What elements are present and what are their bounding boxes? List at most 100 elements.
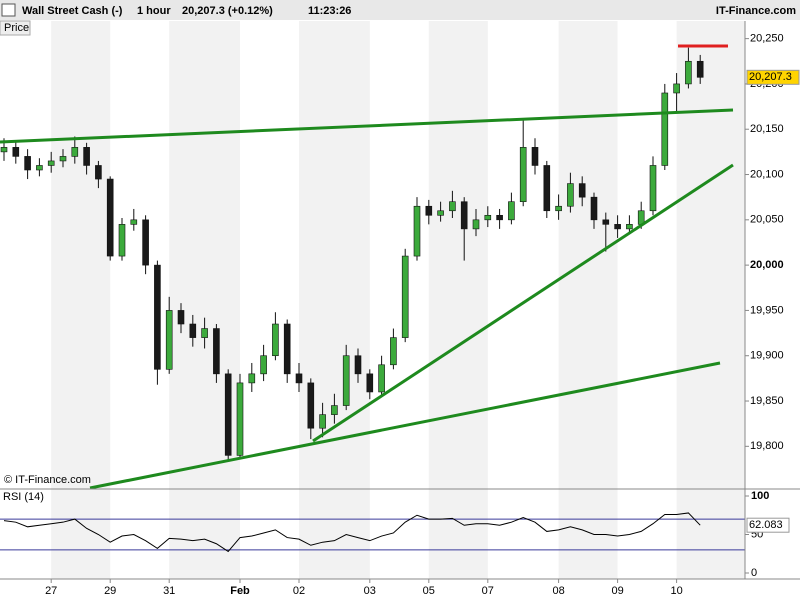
candle-body: [696, 60, 704, 78]
candle-body: [460, 201, 468, 230]
candle-body: [354, 355, 362, 375]
candle-body: [177, 310, 185, 325]
candle-body: [590, 196, 598, 221]
candle-body: [118, 224, 126, 257]
y-tick-label: 20,100: [750, 168, 784, 180]
last-price-tag: [746, 69, 800, 85]
y-tick-label: 19,950: [750, 304, 784, 316]
candle-body: [283, 323, 291, 375]
candle-body: [95, 165, 102, 180]
candle-body: [472, 219, 480, 230]
candle-body: [555, 205, 562, 212]
candle-body: [626, 224, 633, 230]
day-band: [51, 21, 111, 579]
x-tick-label: 08: [552, 585, 564, 597]
day-band: [676, 21, 745, 579]
day-band: [299, 21, 370, 579]
y-tick-label: 19,850: [750, 395, 784, 407]
y-tick-label: 19,900: [750, 350, 784, 362]
y-tick-label: 19,800: [750, 440, 784, 452]
candle-body: [224, 373, 232, 456]
candle-body: [649, 165, 657, 212]
candle-body: [614, 224, 621, 230]
y-tick-label: 20,000: [750, 259, 784, 271]
candle-body: [236, 382, 244, 456]
candle-body: [201, 328, 208, 338]
x-tick-label: 29: [104, 585, 116, 597]
candle-body: [413, 205, 421, 257]
rsi-tag: [746, 517, 790, 533]
x-tick-label: 07: [482, 585, 494, 597]
x-tick-label: 09: [611, 585, 623, 597]
instrument: Wall Street Cash (-): [22, 5, 123, 17]
copyright: © IT-Finance.com: [4, 474, 91, 486]
candle-body: [165, 310, 173, 370]
candle-body: [248, 373, 256, 384]
price-tab: [0, 20, 31, 36]
rsi-line: [3, 512, 701, 553]
candle-body: [661, 92, 669, 166]
y-tick-label: 20,150: [750, 123, 784, 135]
interval: 1 hour: [137, 5, 171, 17]
candle-body: [59, 156, 67, 162]
candle-body: [71, 147, 79, 157]
candle-body: [401, 255, 409, 338]
y-tick-label: 20,250: [750, 33, 784, 45]
candle-body: [36, 165, 43, 171]
x-tick-label: 03: [364, 585, 376, 597]
y-tick-label: 100: [751, 490, 769, 502]
candle-body: [449, 201, 456, 212]
header-icon: [1, 3, 16, 17]
candle-body: [531, 147, 539, 166]
x-tick-label: 31: [163, 585, 175, 597]
candle-body: [83, 147, 90, 166]
rsi-last-label: 62.083: [749, 519, 783, 531]
day-band: [558, 21, 618, 579]
y-tick-label: 20,050: [750, 214, 784, 226]
candle-body: [390, 337, 397, 366]
candle-body: [331, 405, 338, 415]
time: 11:23:26: [308, 5, 351, 17]
x-tick-label: 10: [670, 585, 682, 597]
candle-body: [425, 205, 433, 216]
candle-body: [519, 147, 527, 203]
candle-body: [142, 219, 149, 266]
price-tab-label: Price: [4, 22, 29, 34]
quote: 20,207.3 (+0.12%): [182, 5, 273, 17]
candle-body: [567, 183, 574, 207]
candle-body: [130, 219, 138, 225]
candle-body: [508, 201, 515, 221]
day-band: [428, 21, 488, 579]
x-tick-label: Feb: [230, 585, 250, 597]
candle-body: [437, 210, 444, 216]
candle-body: [543, 165, 551, 212]
candle-body: [484, 214, 492, 221]
candle-body: [12, 147, 20, 157]
candle-body: [154, 264, 161, 370]
trendline: [0, 108, 734, 144]
header-bar: [0, 0, 800, 20]
candle-body: [260, 355, 267, 375]
candle-body: [106, 178, 114, 257]
candle-body: [213, 328, 220, 375]
candle-body: [295, 373, 303, 384]
candle-body: [189, 323, 197, 338]
candle-body: [24, 156, 31, 171]
x-tick-label: 27: [45, 585, 57, 597]
candle-body: [496, 214, 503, 221]
site: IT-Finance.com: [716, 5, 796, 17]
candle-body: [366, 373, 374, 393]
candle-body: [0, 147, 8, 153]
candle-body: [685, 60, 692, 85]
last-price-label: 20,207.3: [749, 71, 792, 83]
candle-body: [673, 83, 680, 94]
day-band: [169, 21, 240, 579]
rsi-title: RSI (14): [3, 491, 44, 503]
x-tick-label: 02: [293, 585, 305, 597]
trendlines: [0, 44, 734, 490]
candle-body: [307, 382, 315, 429]
x-tick-label: 05: [423, 585, 435, 597]
y-tick-label: 0: [751, 567, 757, 579]
